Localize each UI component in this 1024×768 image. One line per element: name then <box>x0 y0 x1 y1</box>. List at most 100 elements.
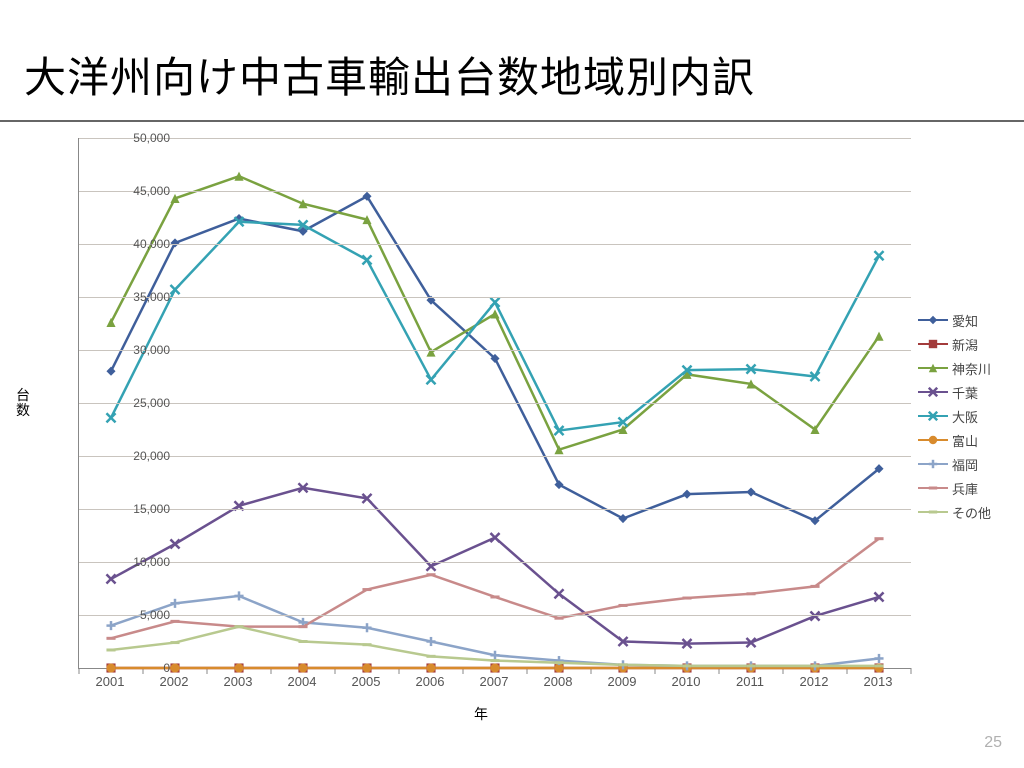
series-marker <box>618 514 627 523</box>
gridline <box>79 615 911 616</box>
series-marker <box>362 623 371 632</box>
gridline <box>79 562 911 563</box>
legend-swatch <box>918 385 948 399</box>
x-tick-label: 2001 <box>96 674 125 689</box>
legend-label: 千葉 <box>952 383 978 402</box>
x-tick-label: 2007 <box>480 674 509 689</box>
y-tick-label: 15,000 <box>114 502 170 516</box>
series-line <box>111 539 879 639</box>
series-marker <box>234 591 243 600</box>
series-marker <box>682 490 691 499</box>
legend-item: 兵庫 <box>918 476 1010 500</box>
legend-item: 富山 <box>918 428 1010 452</box>
series-marker <box>426 637 435 646</box>
legend-item: 愛知 <box>918 308 1010 332</box>
series-marker <box>874 654 883 663</box>
plot-area <box>78 138 911 669</box>
y-tick-label: 5,000 <box>114 608 170 622</box>
legend-swatch <box>918 313 948 327</box>
series-marker <box>874 251 883 260</box>
legend-label: 富山 <box>952 431 978 450</box>
legend-item: 福岡 <box>918 452 1010 476</box>
x-tick-label: 2010 <box>672 674 701 689</box>
legend-swatch <box>918 505 948 519</box>
legend-label: 新潟 <box>952 335 978 354</box>
series-marker <box>362 255 371 264</box>
series-marker <box>170 539 179 548</box>
y-tick-label: 50,000 <box>114 131 170 145</box>
y-tick-label: 45,000 <box>114 184 170 198</box>
legend-swatch <box>918 409 948 423</box>
y-axis-label: 台数 <box>14 388 32 417</box>
x-tick-label: 2012 <box>800 674 829 689</box>
series-marker <box>106 367 115 376</box>
y-tick-label: 0 <box>114 661 170 675</box>
y-tick-label: 40,000 <box>114 237 170 251</box>
series-marker <box>170 599 179 608</box>
x-tick-label: 2004 <box>288 674 317 689</box>
legend-item: 大阪 <box>918 404 1010 428</box>
series-marker <box>490 298 499 307</box>
series-marker <box>746 487 755 496</box>
legend-swatch <box>918 481 948 495</box>
legend-swatch <box>918 337 948 351</box>
page-title: 大洋州向け中古車輸出台数地域別内訳 <box>24 44 1000 105</box>
legend-item: 新潟 <box>918 332 1010 356</box>
x-tick-label: 2006 <box>416 674 445 689</box>
legend-item: 千葉 <box>918 380 1010 404</box>
series-marker <box>234 663 243 672</box>
x-tick-label: 2013 <box>864 674 893 689</box>
series-line <box>111 488 879 644</box>
gridline <box>79 138 911 139</box>
x-tick-label: 2011 <box>736 674 764 689</box>
legend-swatch <box>918 433 948 447</box>
legend-swatch <box>918 361 948 375</box>
gridline <box>79 509 911 510</box>
x-axis-label: 年 <box>474 704 488 724</box>
legend-label: 兵庫 <box>952 479 978 498</box>
series-marker <box>426 663 435 672</box>
series-marker <box>426 562 435 571</box>
series-marker <box>490 651 499 660</box>
gridline <box>79 403 911 404</box>
x-tick-label: 2008 <box>544 674 573 689</box>
x-tick-label: 2009 <box>608 674 637 689</box>
x-tick-label: 2005 <box>352 674 381 689</box>
gridline <box>79 456 911 457</box>
series-marker <box>106 413 115 422</box>
y-tick-label: 25,000 <box>114 396 170 410</box>
series-marker <box>490 533 499 542</box>
series-marker <box>170 285 179 294</box>
gridline <box>79 350 911 351</box>
series-line <box>111 222 879 431</box>
legend-label: 神奈川 <box>952 359 991 378</box>
series-marker <box>106 574 115 583</box>
y-tick-label: 30,000 <box>114 343 170 357</box>
gridline <box>79 297 911 298</box>
x-tick-label: 2002 <box>160 674 189 689</box>
legend: 愛知新潟神奈川千葉大阪富山福岡兵庫その他 <box>918 308 1010 524</box>
y-tick-label: 35,000 <box>114 290 170 304</box>
series-marker <box>170 663 179 672</box>
series-marker <box>554 589 563 598</box>
series-marker <box>106 318 115 327</box>
series-marker <box>554 480 563 489</box>
legend-item: 神奈川 <box>918 356 1010 380</box>
series-marker <box>170 238 179 247</box>
series-marker <box>426 375 435 384</box>
legend-label: 福岡 <box>952 455 978 474</box>
legend-label: 愛知 <box>952 311 978 330</box>
x-tick-label: 2003 <box>224 674 253 689</box>
series-marker <box>298 663 307 672</box>
chart-container: 台数 年 愛知新潟神奈川千葉大阪富山福岡兵庫その他 0 5,000 10,000 15… <box>14 138 1010 726</box>
legend-label: 大阪 <box>952 407 978 426</box>
page-number: 25 <box>984 734 1002 752</box>
y-tick-label: 10,000 <box>114 555 170 569</box>
series-marker <box>874 332 883 341</box>
gridline <box>79 191 911 192</box>
legend-swatch <box>918 457 948 471</box>
title-divider <box>0 120 1024 122</box>
series-marker <box>106 621 115 630</box>
series-marker <box>490 663 499 672</box>
legend-item: その他 <box>918 500 1010 524</box>
